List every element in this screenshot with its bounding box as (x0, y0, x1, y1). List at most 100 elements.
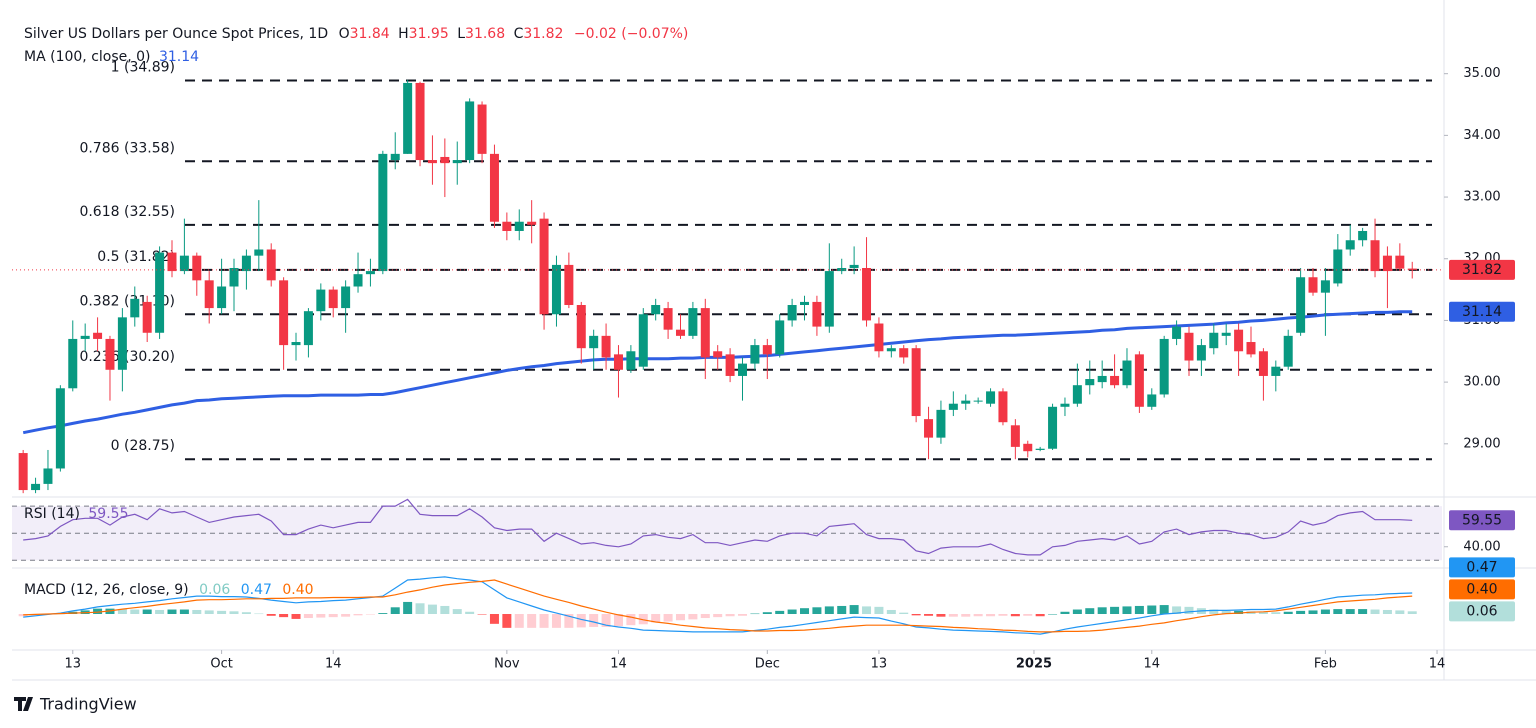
y-tick-label: 34.00 (1463, 128, 1500, 143)
candle-body (353, 274, 363, 287)
candle-body (626, 351, 636, 370)
histogram-bar (688, 614, 698, 620)
candle-body (1023, 443, 1033, 452)
histogram-bar (973, 614, 983, 617)
histogram-bar (403, 601, 413, 614)
histogram-bar (725, 614, 735, 617)
candle-body (514, 221, 524, 231)
candle-body (328, 289, 338, 309)
histogram-bar (365, 614, 375, 615)
candle-body (489, 153, 499, 222)
histogram-bar (762, 612, 772, 614)
candle-body (812, 301, 822, 327)
candle-body (1085, 379, 1095, 386)
histogram-bar (1382, 609, 1392, 614)
ma-value: 31.14 (159, 49, 199, 65)
candle-body (1010, 425, 1020, 447)
histogram-bar (787, 609, 797, 614)
price-tag (1449, 510, 1515, 531)
price-tag (1449, 557, 1515, 578)
candle-body (1110, 375, 1120, 386)
candle-body (142, 301, 152, 333)
candle-body (55, 388, 65, 469)
histogram-bar (415, 603, 425, 614)
histogram-bar (899, 612, 909, 614)
candle-body (849, 264, 859, 268)
histogram-bar (1122, 606, 1132, 614)
brand-name: TradingView (39, 695, 137, 714)
candle-body (1048, 406, 1058, 449)
histogram-bar (440, 605, 450, 614)
x-tick-label: Feb (1314, 657, 1337, 672)
candle-body (80, 335, 90, 339)
candle-body (291, 342, 301, 346)
candle-body (1407, 268, 1417, 270)
x-tick-label: 13 (64, 657, 81, 672)
y-tick-label: 33.00 (1463, 190, 1500, 205)
histogram-bar (874, 606, 884, 614)
candle-body (551, 264, 561, 315)
histogram-bar (204, 610, 214, 614)
candle-body (638, 314, 648, 367)
candle-body (800, 301, 810, 306)
histogram-bar (217, 610, 227, 614)
candle-body (502, 221, 512, 231)
histogram-bar (279, 614, 289, 618)
x-tick-label: 14 (1429, 657, 1446, 672)
histogram-bar (328, 614, 338, 618)
candle-body (1271, 366, 1281, 376)
candle-body (1097, 375, 1107, 383)
candle-body (911, 348, 921, 417)
histogram-bar (303, 614, 313, 619)
candle-body (204, 280, 214, 309)
y-tick-label: 30.00 (1463, 375, 1500, 390)
candle-body (1221, 332, 1231, 336)
candle-body (217, 286, 227, 309)
candle-body (1134, 354, 1144, 407)
candle-body (725, 354, 735, 376)
candle-body (824, 271, 834, 327)
ohlc-key: L (457, 26, 465, 42)
histogram-bar (229, 611, 239, 614)
candle-body (117, 317, 127, 370)
macd-line (23, 576, 1413, 635)
rsi-legend: RSI (14) 59.55 (24, 506, 128, 522)
price-tag-label: 31.14 (1462, 304, 1502, 320)
candle-body (576, 305, 586, 349)
candle-body (1209, 332, 1219, 349)
candle-body (564, 264, 574, 306)
candle-body (1358, 230, 1368, 241)
candle-body (303, 311, 313, 346)
candle-body (266, 249, 276, 281)
y-tick-label: 40.00 (1463, 539, 1500, 554)
candle-body (1234, 329, 1244, 352)
price-change: −0.02 (−0.07%) (574, 26, 688, 42)
ohlc-value: 31.95 (409, 26, 449, 42)
signal-value: 0.40 (282, 582, 313, 598)
histogram-bar (266, 614, 276, 616)
ohlc-value: 31.84 (350, 26, 390, 42)
candle-body (527, 221, 537, 225)
histogram-bar (564, 614, 574, 628)
ohlc-value: 31.68 (465, 26, 505, 42)
candle-body (539, 218, 549, 315)
candle-body (1060, 403, 1070, 407)
fib-label: 0.236 (30.20) (79, 349, 175, 365)
histogram-bar (465, 611, 475, 614)
candle-body (1184, 332, 1194, 361)
histogram-bar (700, 614, 710, 619)
candle-body (415, 82, 425, 161)
candle-body (1035, 448, 1045, 450)
x-tick-label: 14 (1144, 657, 1161, 672)
x-tick-label: 14 (325, 657, 342, 672)
candle-body (601, 335, 611, 358)
price-tag (1449, 301, 1515, 322)
ohlc-value: 31.82 (523, 26, 563, 42)
candle-body (1283, 335, 1293, 367)
x-tick-label: 2025 (1016, 657, 1052, 672)
rsi-name: RSI (14) (24, 506, 80, 522)
candle-body (341, 286, 351, 309)
histogram-bar (1010, 614, 1020, 617)
header: Silver US Dollars per Ounce Spot Prices,… (24, 26, 688, 42)
histogram-bar (1023, 614, 1033, 616)
